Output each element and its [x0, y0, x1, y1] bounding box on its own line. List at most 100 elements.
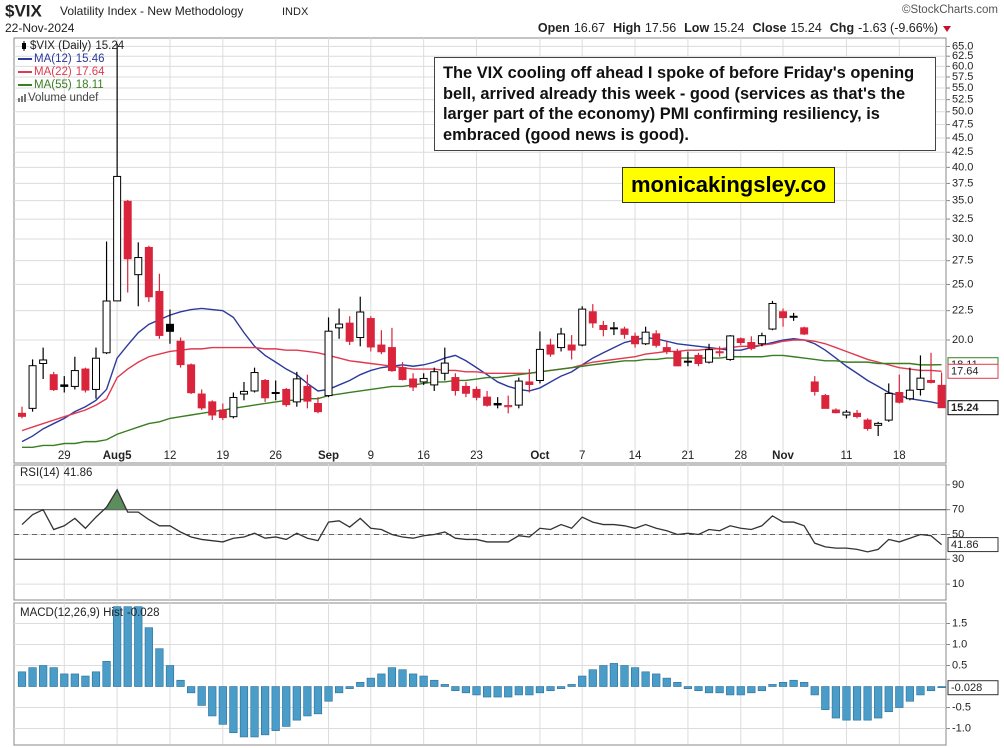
- y-tick-label: 0.5: [952, 659, 967, 671]
- quote-value: -1.63 (-9.66%): [858, 21, 938, 35]
- candle-body: [335, 323, 344, 329]
- hist-bar: [683, 686, 693, 689]
- candle-body: [609, 327, 618, 330]
- legend-name: RSI(14): [20, 467, 60, 479]
- hist-bar: [313, 686, 323, 715]
- hist-bar: [39, 665, 48, 687]
- x-tick-label: 18: [893, 450, 906, 462]
- hist-bar: [440, 684, 449, 687]
- tag-label: 17.64: [951, 366, 979, 378]
- candle-body: [28, 365, 37, 409]
- candle-body: [303, 385, 312, 402]
- x-tick-label: 7: [579, 450, 585, 462]
- tag-box: [947, 363, 999, 379]
- legend-value: 18.11: [76, 79, 104, 91]
- legend-value: 17.64: [76, 66, 105, 78]
- candle-body: [567, 344, 576, 351]
- y-tick-label: 30: [952, 553, 964, 565]
- hist-bar: [398, 669, 407, 687]
- ma-line: [21, 339, 942, 432]
- x-tick-label: 12: [164, 450, 177, 462]
- y-tick-label: 27.5: [952, 255, 973, 267]
- x-tick-label: 26: [269, 450, 282, 462]
- candle-body: [779, 311, 788, 319]
- hist-bar: [905, 686, 914, 702]
- hist-bar: [588, 669, 597, 687]
- hist-bar: [652, 673, 661, 687]
- candle-body: [493, 402, 502, 406]
- tag-label: -0.028: [951, 682, 982, 694]
- subtitle: Volatility Index - New Methodology: [60, 4, 243, 18]
- hist-bar: [377, 673, 386, 687]
- candle-body: [863, 419, 872, 429]
- candle-body: [430, 371, 439, 386]
- hist-bar: [800, 682, 809, 687]
- hist-bar: [535, 686, 545, 694]
- y-tick-label: 57.5: [952, 71, 973, 83]
- candle-body: [229, 396, 238, 418]
- date: 22-Nov-2024: [5, 21, 75, 35]
- candle-body: [366, 318, 375, 348]
- hist-bar: [768, 684, 777, 687]
- candle-body: [810, 381, 819, 392]
- hist-bar: [102, 661, 111, 687]
- candle-body: [546, 344, 555, 355]
- candle-body: [736, 338, 745, 344]
- hist-bar: [884, 686, 893, 713]
- candle-body: [895, 391, 904, 403]
- y-tick-label: -1.0: [952, 722, 971, 734]
- y-tick-label: 1.0: [952, 638, 967, 650]
- macd-panel-frame: [13, 602, 947, 746]
- candle-body: [842, 411, 851, 416]
- candle-body: [197, 393, 206, 409]
- hist-bar: [937, 686, 946, 689]
- candle-body: [673, 350, 682, 367]
- candle-body: [218, 409, 227, 419]
- hist-bar: [239, 686, 249, 738]
- hist-bar: [789, 679, 798, 687]
- hist-bar: [482, 686, 492, 698]
- hist-bar: [662, 677, 671, 687]
- candle-body: [821, 395, 830, 409]
- hist-bar: [229, 686, 238, 734]
- legend-icon: [18, 98, 20, 102]
- hist-bar: [778, 682, 788, 687]
- candle-body: [271, 391, 280, 394]
- candle-body: [144, 246, 153, 298]
- overbought-fill: [22, 489, 942, 510]
- tag-box: [947, 680, 999, 696]
- quote: Open 16.67 High 17.56 Low 15.24 Close 15.24 Chg -…: [538, 21, 938, 35]
- y-tick-label: 60.0: [952, 60, 973, 72]
- candle-body: [409, 378, 418, 388]
- quote-label: Low: [684, 21, 709, 35]
- y-tick-label: 1.5: [952, 617, 967, 629]
- hist-bar: [334, 686, 344, 694]
- candle-body: [631, 335, 640, 345]
- annotation: The VIX cooling off ahead I spoke of bef…: [434, 57, 936, 151]
- change-arrow: [943, 26, 951, 32]
- hist-bar: [60, 673, 69, 687]
- quote-value: 15.24: [713, 21, 744, 35]
- hist-bar: [303, 686, 312, 717]
- hist-bar: [852, 686, 862, 721]
- x-tick-label: Sep: [318, 450, 339, 462]
- candle-body: [134, 257, 143, 276]
- candle-body: [483, 396, 492, 406]
- quote-label: Chg: [830, 21, 854, 35]
- exchange: INDX: [282, 6, 309, 18]
- hist-bar: [134, 606, 143, 687]
- legend-entry: $VIX (Daily) 15.24: [30, 40, 125, 52]
- hist-bar: [757, 686, 766, 692]
- legend-name: MA(12): [34, 53, 72, 65]
- y-tick-label: 70: [952, 504, 964, 516]
- candle-body: [683, 360, 692, 363]
- hist-bar: [747, 686, 756, 694]
- hist-bar: [261, 686, 270, 736]
- x-tick-label: Nov: [772, 450, 794, 462]
- candle-body: [387, 347, 396, 372]
- hist-bar: [704, 686, 714, 694]
- quote-label: Close: [752, 21, 786, 35]
- hist-bar: [736, 686, 745, 696]
- hist-bar: [461, 686, 471, 694]
